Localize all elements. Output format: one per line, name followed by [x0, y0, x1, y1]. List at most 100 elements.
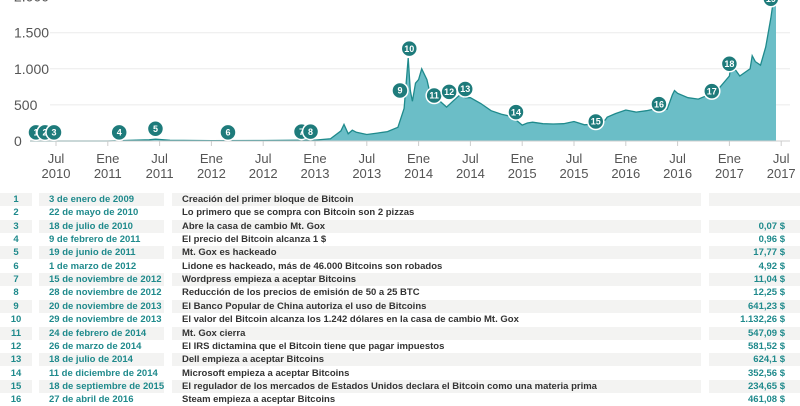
- marker-circle: [400, 39, 419, 58]
- event-description: Mt. Gox cierra: [172, 326, 701, 340]
- event-price: 581,52 $: [748, 340, 785, 352]
- event-price: 4,92 $: [758, 260, 785, 272]
- event-price: 624,1 $: [709, 353, 800, 367]
- marker-circle: [507, 103, 525, 121]
- event-marker-9: 9: [391, 81, 409, 100]
- event-number: 1: [0, 193, 32, 206]
- x-tick-label: Ene: [200, 151, 223, 166]
- marker-number: 6: [225, 128, 230, 138]
- x-tick-label: 2015: [508, 166, 537, 181]
- marker-number: 9: [397, 86, 402, 96]
- price-area: [30, 0, 776, 141]
- marker-number: 3: [51, 128, 56, 138]
- y-tick-label: 1.000: [14, 61, 49, 77]
- event-date: 11 de diciembre de 2014: [49, 367, 158, 379]
- x-tick-label: 2010: [42, 166, 71, 181]
- event-marker-8: 8: [301, 122, 320, 141]
- x-tick-label: 2011: [94, 166, 122, 181]
- marker-circle: [110, 123, 128, 142]
- event-description: Microsoft empieza a aceptar Bitcoins: [182, 367, 350, 379]
- event-marker-16: 16: [650, 95, 668, 113]
- event-description: Creación del primer bloque de Bitcoin: [172, 193, 701, 206]
- marker-circle: [720, 54, 739, 73]
- event-marker-14: 14: [507, 103, 525, 121]
- table-row: 12 26 de marzo de 2014 El IRS dictamina qu…: [0, 340, 800, 353]
- table-row: 7 15 de noviembre de 2012 Wordpress empiez…: [0, 273, 800, 287]
- x-tick-label: 2012: [197, 166, 226, 181]
- event-price: 641,23 $: [709, 299, 800, 313]
- event-date: 18 de septiembre de 2015: [39, 379, 164, 393]
- event-marker-6: 6: [219, 123, 237, 142]
- event-date: 1 de marzo de 2012: [49, 260, 137, 272]
- marker-circle: [650, 95, 668, 113]
- marker-number: 18: [724, 59, 734, 69]
- table-row: 6 1 de marzo de 2012 Lidone es hackeado, m…: [0, 260, 800, 273]
- x-tick-label: Jul: [255, 151, 272, 166]
- event-number: 6: [13, 260, 19, 272]
- event-number: 5: [0, 246, 32, 260]
- event-description: Lidone es hackeado, más de 46.000 Bitcoi…: [182, 260, 443, 272]
- x-tick-label: Ene: [303, 151, 326, 166]
- marker-number: 19: [766, 0, 776, 4]
- event-date: 26 de marzo de 2014: [49, 340, 142, 352]
- event-markers: 12345678910111213141516171819: [27, 0, 780, 142]
- table-row: 10 29 de noviembre de 2013 El valor del Bi…: [0, 313, 800, 326]
- event-number: 8: [13, 287, 19, 299]
- event-number: 15: [0, 379, 32, 393]
- marker-number: 8: [308, 127, 313, 137]
- event-price: 12,25 $: [753, 287, 785, 299]
- x-tick-label: Ene: [718, 151, 741, 166]
- x-tick-label: 2013: [352, 166, 381, 181]
- marker-number: 16: [654, 99, 664, 109]
- x-axis-ticks: Jul2010Ene2011Jul2011Ene2012Jul2012Ene20…: [42, 141, 796, 181]
- event-date: 9 de febrero de 2011: [49, 234, 141, 246]
- marker-circle: [762, 0, 780, 8]
- x-tick-label: Jul: [151, 151, 168, 166]
- table-row: 2 22 de mayo de 2010 Lo primero que se com…: [0, 206, 800, 219]
- table-row: 3 18 de julio de 2010 Abre la casa de camb…: [0, 219, 800, 233]
- event-description: Wordpress empieza a aceptar Bitcoins: [172, 273, 701, 287]
- marker-circle: [456, 80, 474, 98]
- marker-circle: [391, 81, 409, 100]
- y-axis-labels: 0 500 1.000 1.500 2.000: [14, 0, 49, 149]
- x-tick-label: Ene: [511, 151, 534, 166]
- marker-circle: [45, 123, 63, 142]
- marker-circle: [587, 112, 605, 131]
- event-description: El valor del Bitcoin alcanza los 1.242 d…: [182, 314, 519, 326]
- event-price: 234,65 $: [709, 379, 800, 393]
- event-price: [709, 206, 800, 219]
- x-tick-label: 2012: [249, 166, 278, 181]
- y-tick-label: 2.000: [14, 0, 49, 5]
- event-marker-12: 12: [440, 83, 458, 101]
- table-row: 5 19 de junio de 2011 Mt. Gox es hackeado 1…: [0, 246, 800, 260]
- table-row: 8 28 de noviembre de 2012 Reducción de los…: [0, 286, 800, 299]
- event-number: 14: [10, 367, 22, 379]
- marker-number: 2: [42, 128, 47, 138]
- x-tick-label: Jul: [48, 151, 65, 166]
- event-marker-3: 3: [45, 123, 63, 142]
- event-description: El regulador de los mercados de Estados …: [172, 379, 701, 393]
- marker-number: 17: [707, 86, 717, 96]
- event-number: 3: [0, 219, 32, 233]
- x-tick-label: Ene: [614, 151, 637, 166]
- event-description: El IRS dictamina que el Bitcoin tiene qu…: [182, 340, 445, 352]
- marker-circle: [301, 122, 320, 141]
- table-row: 13 18 de julio de 2014 Dell empieza a acep…: [0, 353, 800, 367]
- marker-number: 10: [404, 44, 414, 54]
- event-marker-11: 11: [425, 86, 443, 105]
- event-marker-4: 4: [110, 123, 128, 142]
- event-date: 18 de julio de 2014: [39, 353, 164, 367]
- event-description: Lo primero que se compra con Bitcoin son…: [182, 207, 415, 219]
- event-date: 20 de noviembre de 2013: [39, 299, 164, 313]
- event-marker-10: 10: [400, 39, 419, 58]
- x-tick-label: Jul: [669, 151, 686, 166]
- table-row: 4 9 de febrero de 2011 El precio del Bitco…: [0, 233, 800, 246]
- event-number: 12: [10, 340, 22, 352]
- event-marker-5: 5: [146, 119, 165, 138]
- marker-circle: [146, 119, 165, 138]
- event-date: 18 de julio de 2010: [39, 219, 164, 233]
- event-price: 352,56 $: [748, 367, 785, 379]
- x-tick-label: 2017: [715, 166, 744, 181]
- y-tick-label: 500: [14, 97, 38, 113]
- event-date: 15 de noviembre de 2012: [39, 273, 164, 287]
